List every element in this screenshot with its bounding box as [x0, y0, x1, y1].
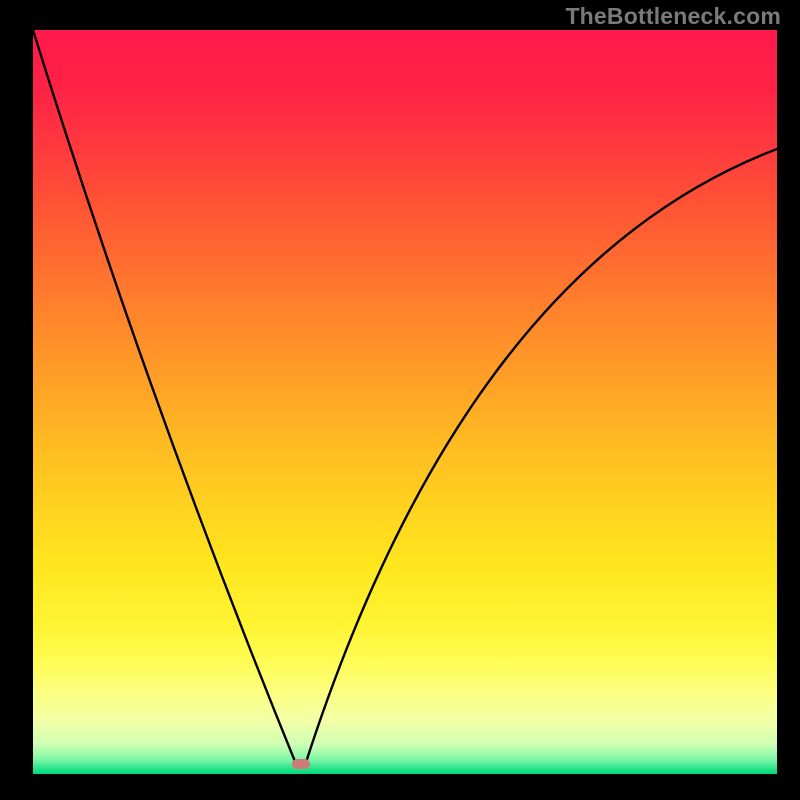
gradient-bg	[33, 30, 777, 774]
watermark-text: TheBottleneck.com	[565, 3, 781, 30]
plot-area	[33, 30, 777, 774]
optimal-marker	[292, 759, 310, 769]
bottleneck-curve	[33, 30, 777, 774]
